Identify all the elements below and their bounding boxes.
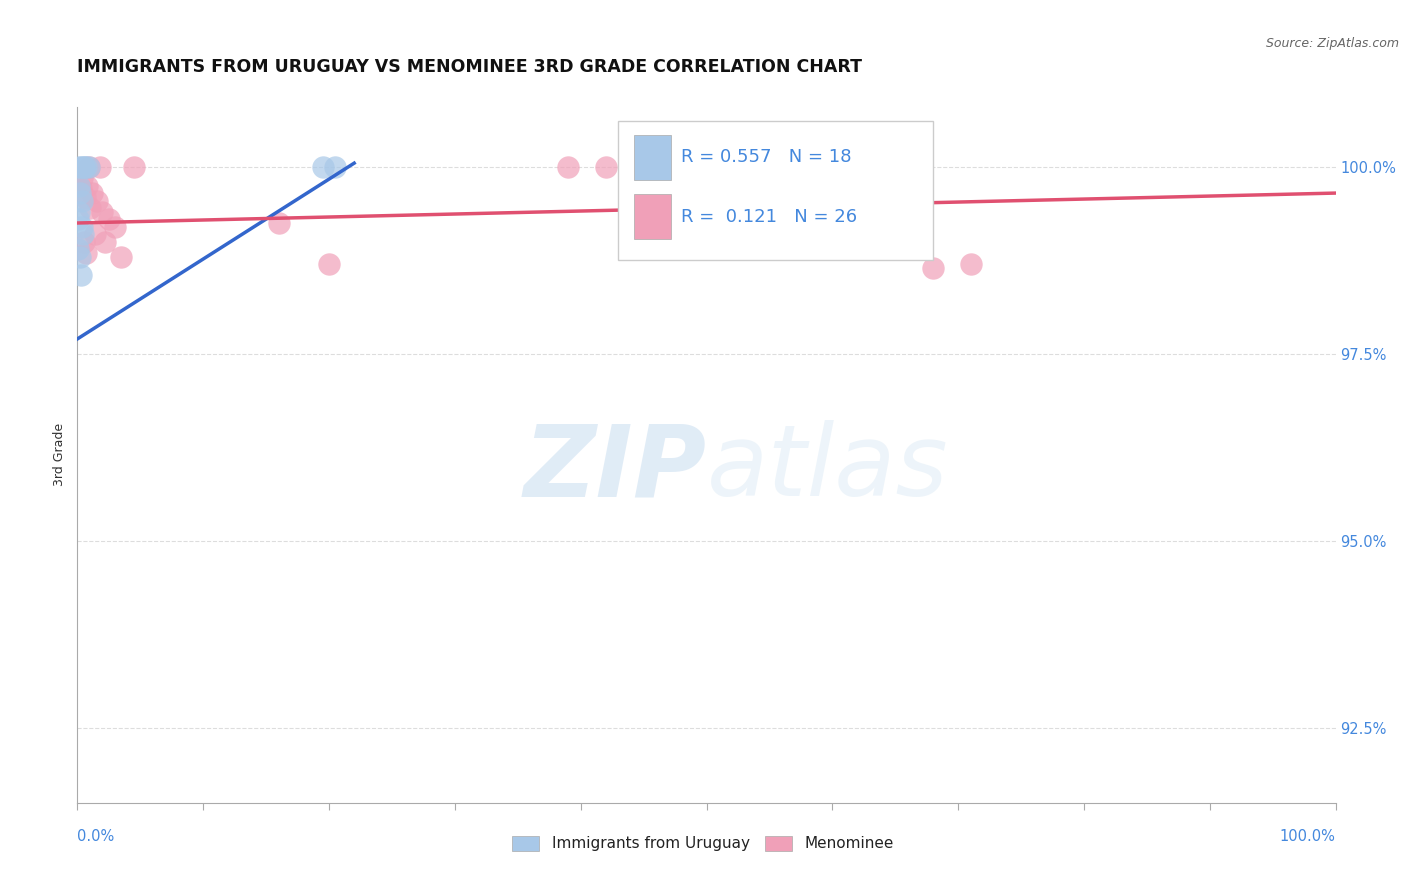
Point [122, 160, 145, 174]
Text: 0.0%: 0.0% [77, 830, 114, 844]
Point [70, 268, 93, 283]
Point [557, 160, 579, 174]
Point [79, 201, 101, 215]
Point [97, 212, 120, 227]
Point [67, 204, 90, 219]
Point [77, 160, 100, 174]
FancyBboxPatch shape [619, 121, 934, 260]
Text: 100.0%: 100.0% [1279, 830, 1336, 844]
Point [72, 194, 94, 208]
Text: atlas: atlas [707, 420, 948, 517]
Point [67, 212, 90, 227]
Point [86, 194, 108, 208]
FancyBboxPatch shape [634, 135, 671, 180]
Point [84, 227, 107, 242]
Point [110, 250, 132, 264]
Point [66, 242, 89, 256]
Text: Source: ZipAtlas.com: Source: ZipAtlas.com [1265, 37, 1399, 51]
Y-axis label: 3rd Grade: 3rd Grade [53, 424, 66, 486]
Text: IMMIGRANTS FROM URUGUAY VS MENOMINEE 3RD GRADE CORRELATION CHART: IMMIGRANTS FROM URUGUAY VS MENOMINEE 3RD… [77, 58, 862, 76]
Point [67, 178, 90, 193]
Point [70, 182, 93, 196]
Legend: Immigrants from Uruguay, Menominee: Immigrants from Uruguay, Menominee [506, 830, 900, 857]
Point [323, 160, 346, 174]
Point [89, 160, 111, 174]
Point [69, 250, 91, 264]
Point [318, 257, 340, 271]
Point [94, 235, 117, 249]
Point [70, 219, 93, 234]
FancyBboxPatch shape [634, 194, 671, 239]
Point [72, 227, 94, 242]
Point [104, 219, 127, 234]
Point [312, 160, 335, 174]
Text: R =  0.121   N = 26: R = 0.121 N = 26 [682, 208, 858, 226]
Point [76, 178, 98, 193]
Point [922, 260, 945, 275]
Point [75, 246, 97, 260]
Point [808, 209, 831, 223]
Point [758, 197, 780, 211]
Point [75, 160, 97, 174]
Text: ZIP: ZIP [523, 420, 707, 517]
Point [267, 216, 290, 230]
Point [72, 171, 94, 186]
Point [73, 190, 96, 204]
Point [82, 186, 104, 200]
Point [72, 235, 94, 249]
Point [959, 257, 981, 271]
Point [72, 160, 94, 174]
Point [73, 160, 96, 174]
Point [91, 204, 114, 219]
Point [595, 160, 617, 174]
Point [67, 160, 90, 174]
Point [69, 186, 91, 200]
Text: R = 0.557   N = 18: R = 0.557 N = 18 [682, 148, 852, 167]
Point [70, 160, 93, 174]
Point [77, 160, 100, 174]
